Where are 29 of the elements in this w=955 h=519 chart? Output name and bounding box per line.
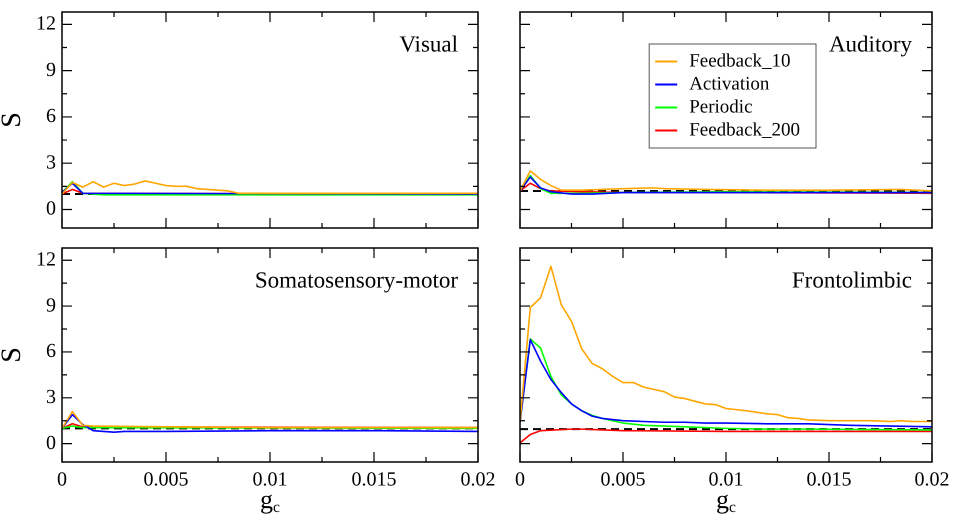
x-tick-label: 0.005 [144,468,188,490]
y-tick-label: 12 [36,12,56,35]
legend-label: Feedback_200 [689,119,800,140]
y-tick-label: 6 [46,105,56,128]
y-tick-label: 0 [46,432,56,454]
x-tick-label: 0.005 [600,468,646,490]
y-axis-title: S [0,347,27,363]
x-tick-label: 0.02 [914,468,950,490]
y-tick-label: 6 [46,340,56,362]
x-tick-label: 0.015 [806,468,852,490]
legend-label: Periodic [689,96,753,118]
y-tick-label: 0 [46,198,56,220]
y-tick-label: 9 [46,58,56,81]
y-tick-label: 12 [36,248,56,270]
text: Auditory [828,32,912,57]
y-tick-label: 3 [46,151,56,174]
legend-label: Activation [689,73,770,94]
x-tick-label: 0.01 [252,468,288,490]
legend-label: Feedback_10 [689,50,791,72]
x-tick-label: 0.02 [460,468,496,490]
y-tick-label: 3 [46,386,56,408]
x-tick-label: 0.015 [352,468,396,490]
y-axis-title: S [0,112,27,128]
x-tick-label: 0 [515,468,525,490]
y-tick-label: 9 [46,294,56,316]
text: Frontolimbic [792,268,912,293]
text: Somatosensory-motor [254,268,458,293]
text: Visual [399,32,458,57]
x-tick-label: 0.01 [708,468,744,490]
